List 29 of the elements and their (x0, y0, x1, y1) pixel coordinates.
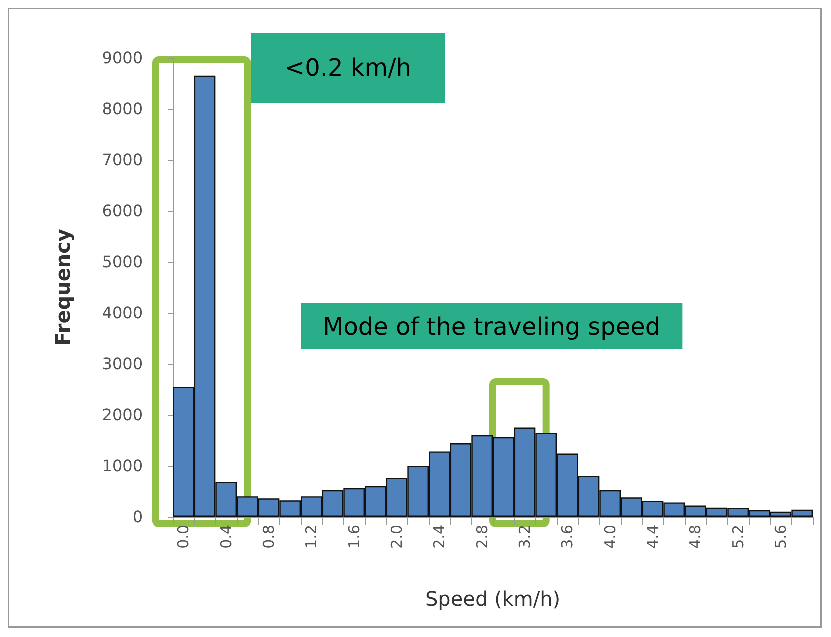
x-tick-label: 2.8 (473, 525, 492, 549)
x-tick-label: 0.4 (217, 525, 236, 549)
x-tick-label: 4.0 (601, 525, 620, 549)
y-tick-label: 2000 (102, 406, 143, 424)
y-tick-label: 9000 (102, 48, 143, 68)
y-tick-label: 3000 (102, 354, 143, 374)
x-tick-label: 0.8 (260, 525, 278, 549)
y-tick-label: 8000 (102, 100, 143, 118)
x-tick-label: 1.2 (302, 525, 321, 549)
y-tick-label: 5000 (102, 252, 143, 272)
y-tick-label: 7000 (102, 150, 143, 170)
x-axis-title: Speed (km/h) (425, 587, 561, 611)
x-tick-label: 4.8 (686, 525, 705, 549)
x-tick-label: 4.4 (644, 525, 662, 549)
x-tick-label: 2.4 (430, 525, 449, 549)
y-axis-title: Frequency (51, 228, 75, 346)
y-tick-label: 4000 (102, 304, 143, 322)
y-tick-label: 0 (132, 508, 143, 526)
x-tick-label: 5.6 (772, 525, 790, 549)
x-tick-label: 3.2 (516, 525, 534, 549)
x-tick-label: 3.6 (558, 525, 577, 549)
x-tick-label: 1.6 (345, 525, 364, 549)
y-tick-label: 1000 (102, 456, 143, 476)
x-tick-label: 5.2 (729, 525, 748, 549)
x-tick-label: 0.0 (174, 525, 193, 549)
x-tick-label: 2.0 (388, 525, 406, 549)
y-tick-label: 6000 (102, 202, 143, 220)
annotation: Mode of the traveling speed (323, 313, 661, 341)
annotation: <0.2 km/h (285, 54, 412, 82)
